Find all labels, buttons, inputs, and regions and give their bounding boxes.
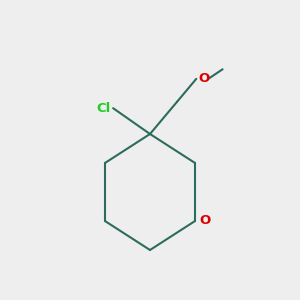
- Text: Cl: Cl: [96, 102, 110, 115]
- Text: O: O: [199, 214, 210, 227]
- Text: O: O: [198, 72, 209, 85]
